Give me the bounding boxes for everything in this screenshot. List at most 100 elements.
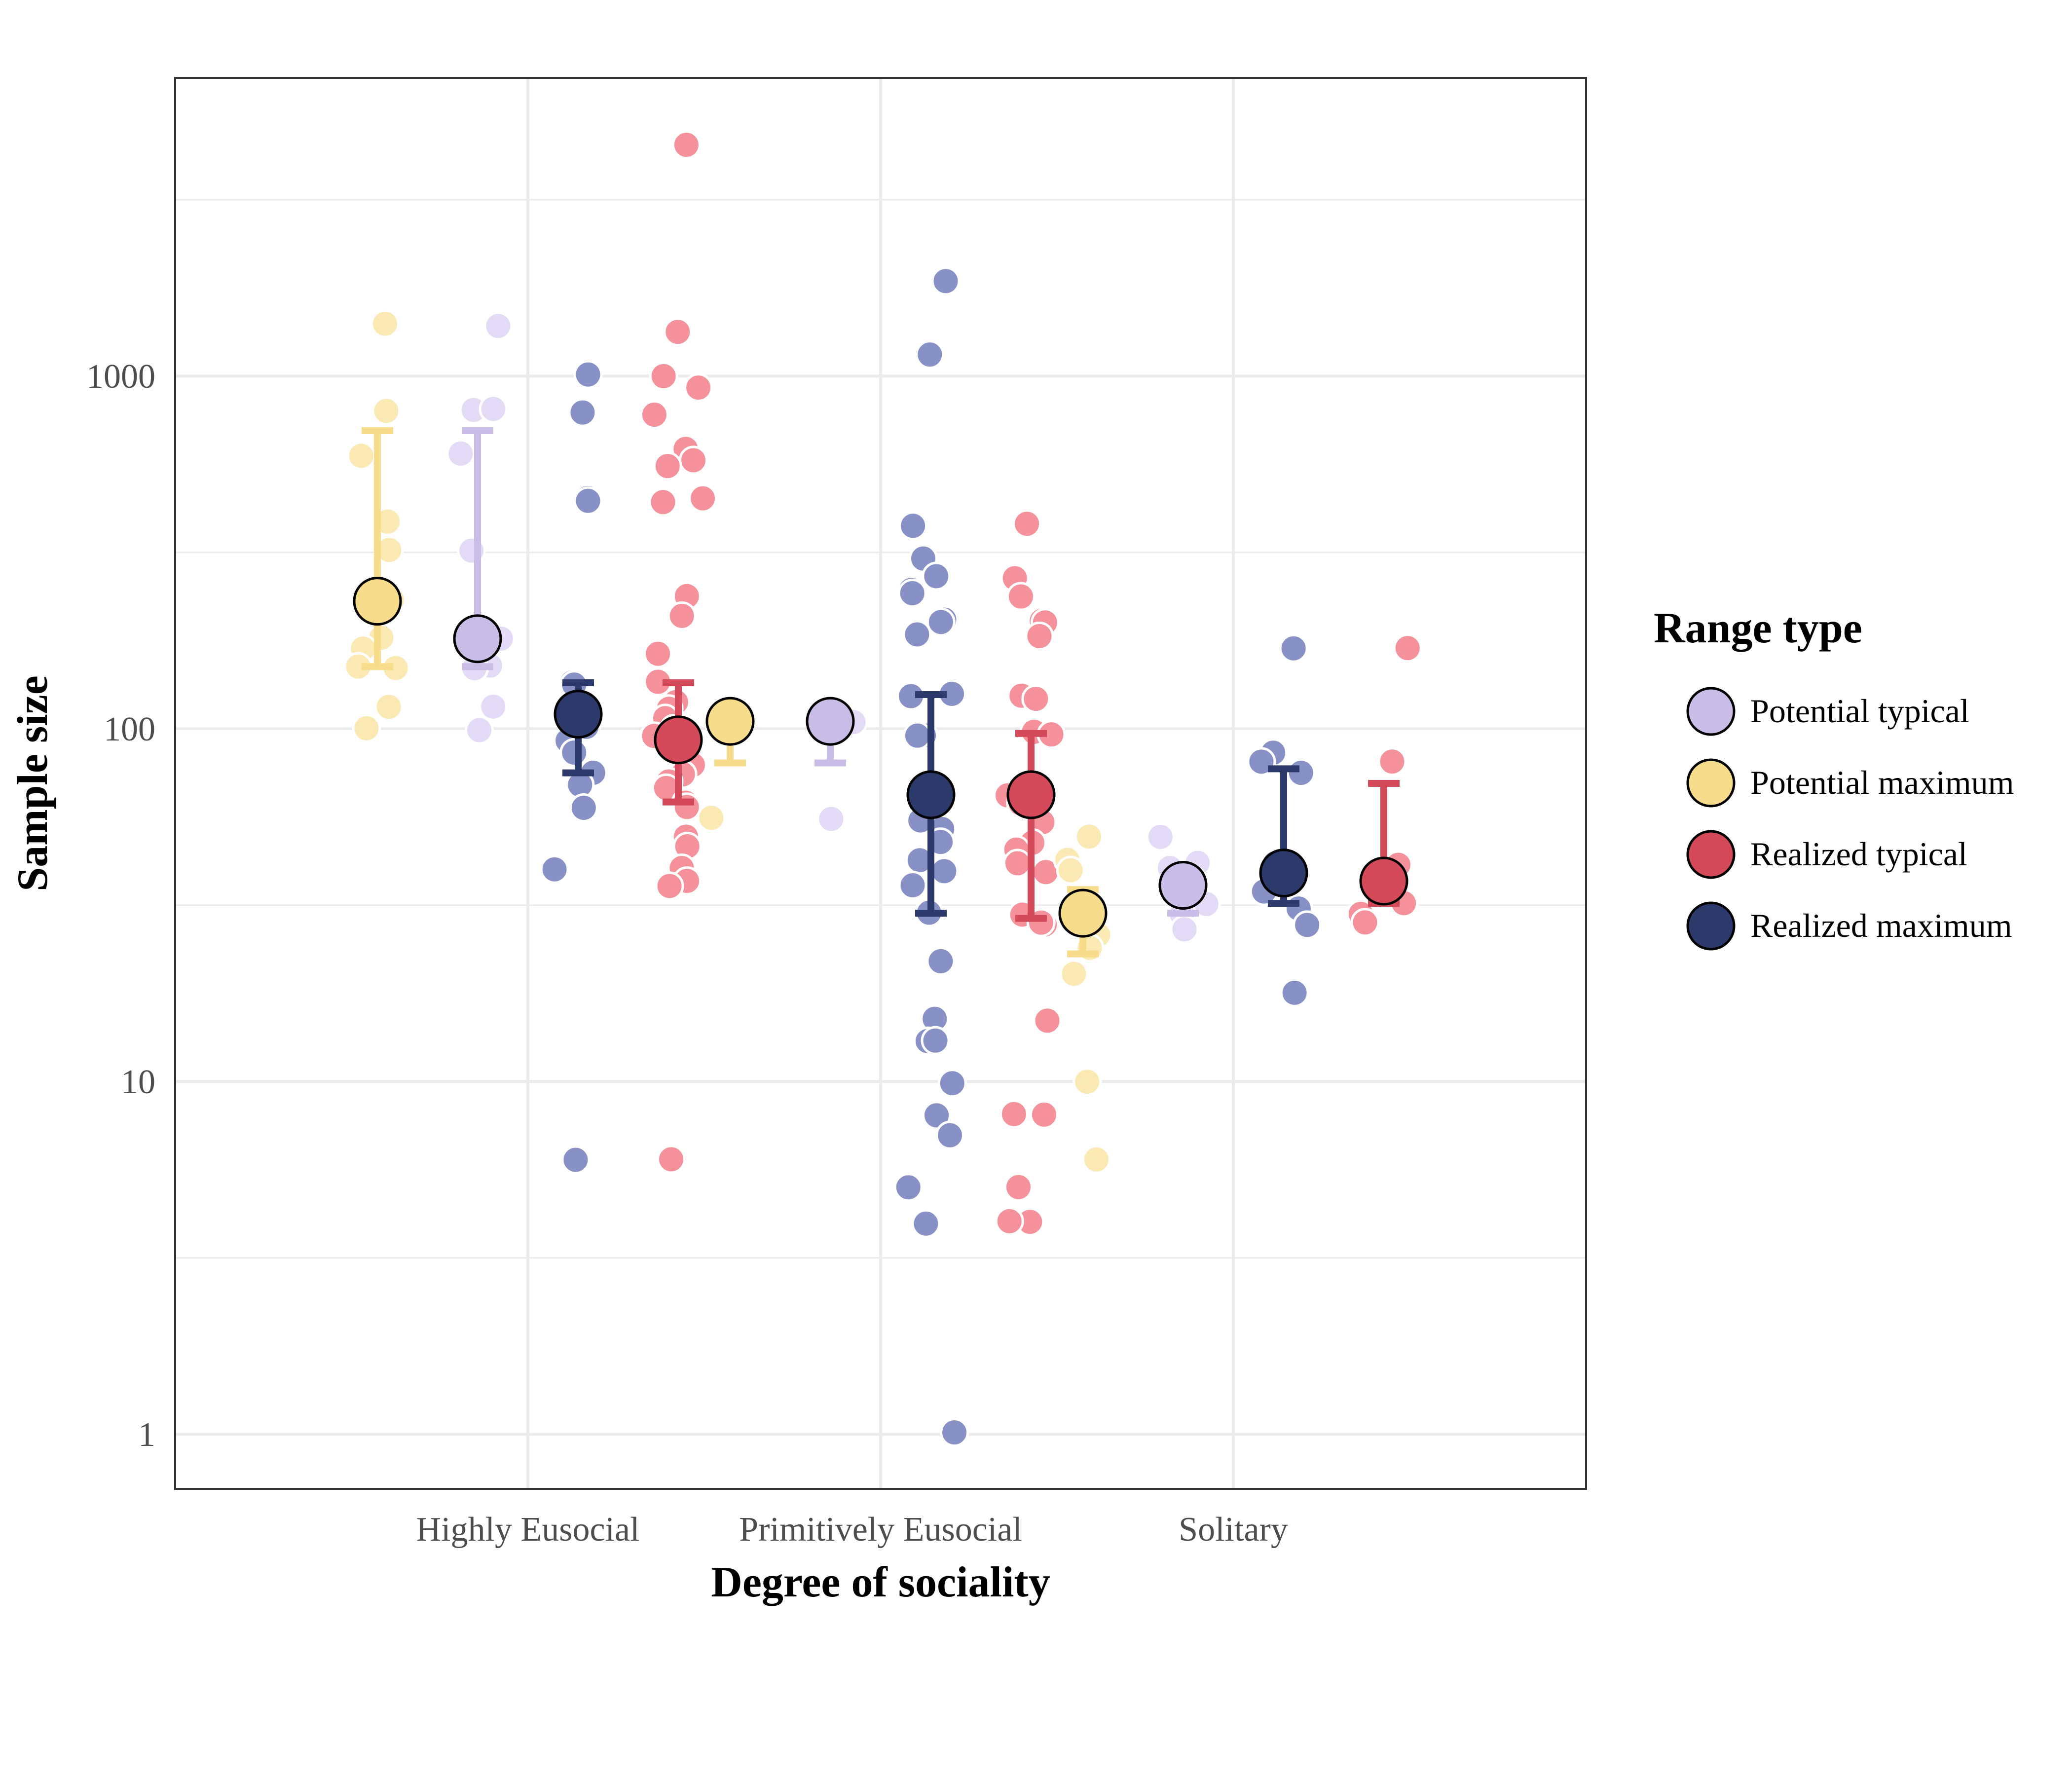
mean-point: [906, 770, 956, 819]
legend-title: Range type: [1654, 604, 1862, 652]
grid: [175, 78, 1586, 1489]
data-point: [915, 340, 945, 370]
data-point: [937, 1069, 967, 1098]
data-point: [893, 1173, 923, 1202]
data-point: [926, 607, 956, 637]
data-point: [1350, 908, 1380, 937]
x-axis-title: Degree of sociality: [711, 1558, 1050, 1606]
data-point: [371, 396, 401, 426]
data-point: [688, 483, 718, 513]
data-point: [639, 400, 669, 430]
y-tick-label: 1: [138, 1416, 155, 1454]
mean-point: [1359, 856, 1408, 906]
x-tick-label: Primitively Eusocial: [739, 1511, 1022, 1549]
data-point: [1002, 849, 1032, 878]
data-point: [1025, 621, 1054, 651]
legend: Range type Potential typical Potential ma…: [1654, 604, 2014, 951]
data-point: [540, 854, 569, 884]
data-point: [1279, 633, 1308, 663]
data-point: [897, 578, 927, 608]
data-point: [1021, 684, 1051, 714]
data-point: [649, 361, 678, 391]
data-point: [1074, 822, 1104, 851]
data-point: [663, 317, 693, 347]
data-point: [911, 1209, 941, 1238]
data-point: [648, 487, 678, 517]
data-point: [667, 601, 697, 630]
data-point: [995, 1206, 1024, 1236]
data-point: [999, 1099, 1029, 1129]
x-axis-ticks: Highly Eusocial Primitively Eusocial Solit…: [416, 1511, 1288, 1549]
y-axis-title: Sample size: [9, 675, 57, 891]
data-point: [479, 692, 508, 721]
data-point: [1286, 758, 1316, 788]
x-tick-label: Highly Eusocial: [416, 1511, 640, 1549]
mean-point: [1058, 888, 1108, 938]
data-point: [1006, 582, 1036, 611]
data-point: [569, 793, 598, 822]
y-tick-label: 1000: [86, 358, 155, 396]
data-point: [479, 394, 508, 424]
data-point: [1003, 1172, 1033, 1202]
data-point: [903, 721, 932, 750]
data-point: [922, 1101, 951, 1130]
data-point: [1012, 509, 1042, 539]
data-point: [643, 639, 673, 668]
data-point: [352, 713, 381, 743]
data-point: [446, 439, 476, 468]
data-point: [1082, 1145, 1111, 1174]
data-point: [1059, 959, 1089, 989]
data-point: [678, 445, 708, 475]
data-point: [483, 311, 513, 341]
data-point: [926, 946, 956, 976]
mean-point: [1259, 849, 1308, 898]
mean-point: [353, 577, 402, 626]
y-tick-label: 10: [121, 1063, 155, 1101]
legend-key: [1686, 758, 1736, 808]
legend-key: [1686, 830, 1736, 879]
data-point: [653, 451, 682, 481]
data-point: [465, 715, 494, 745]
y-axis-ticks: 1 10 100 1000: [86, 358, 155, 1454]
data-point: [931, 266, 961, 296]
legend-label: Potential maximum: [1750, 764, 2014, 801]
mean-point: [654, 715, 703, 765]
data-point: [1293, 910, 1322, 940]
data-point: [684, 373, 713, 403]
legend-label: Realized maximum: [1750, 907, 2012, 944]
data-point: [1146, 822, 1175, 851]
legend-key: [1686, 687, 1736, 736]
data-point: [671, 130, 701, 160]
data-point: [1030, 1100, 1059, 1129]
data-point: [573, 486, 603, 516]
mean-point: [554, 690, 603, 739]
data-point: [1073, 1067, 1102, 1097]
data-point: [1170, 915, 1199, 944]
data-point: [655, 871, 684, 901]
x-tick-label: Solitary: [1179, 1511, 1288, 1549]
data-point: [922, 561, 951, 591]
data-point: [573, 360, 603, 389]
data-point: [902, 620, 932, 649]
mean-point: [1158, 860, 1208, 910]
legend-label: Realized typical: [1750, 835, 1967, 873]
data-point: [929, 856, 959, 886]
data-point: [935, 1120, 965, 1150]
data-point: [816, 804, 846, 834]
data-point: [940, 1418, 969, 1447]
legend-key: [1686, 901, 1736, 951]
mean-point: [453, 614, 502, 664]
mean-point: [705, 697, 755, 746]
data-point: [1280, 978, 1309, 1007]
data-point: [1056, 855, 1085, 885]
panel-border: [174, 77, 1587, 1490]
mean-point: [1006, 770, 1056, 819]
mean-point: [806, 697, 855, 746]
mean-markers: [353, 577, 1408, 938]
data-point: [898, 511, 928, 541]
data-point: [568, 398, 597, 427]
data-point: [1393, 633, 1422, 663]
data-point: [559, 738, 589, 767]
